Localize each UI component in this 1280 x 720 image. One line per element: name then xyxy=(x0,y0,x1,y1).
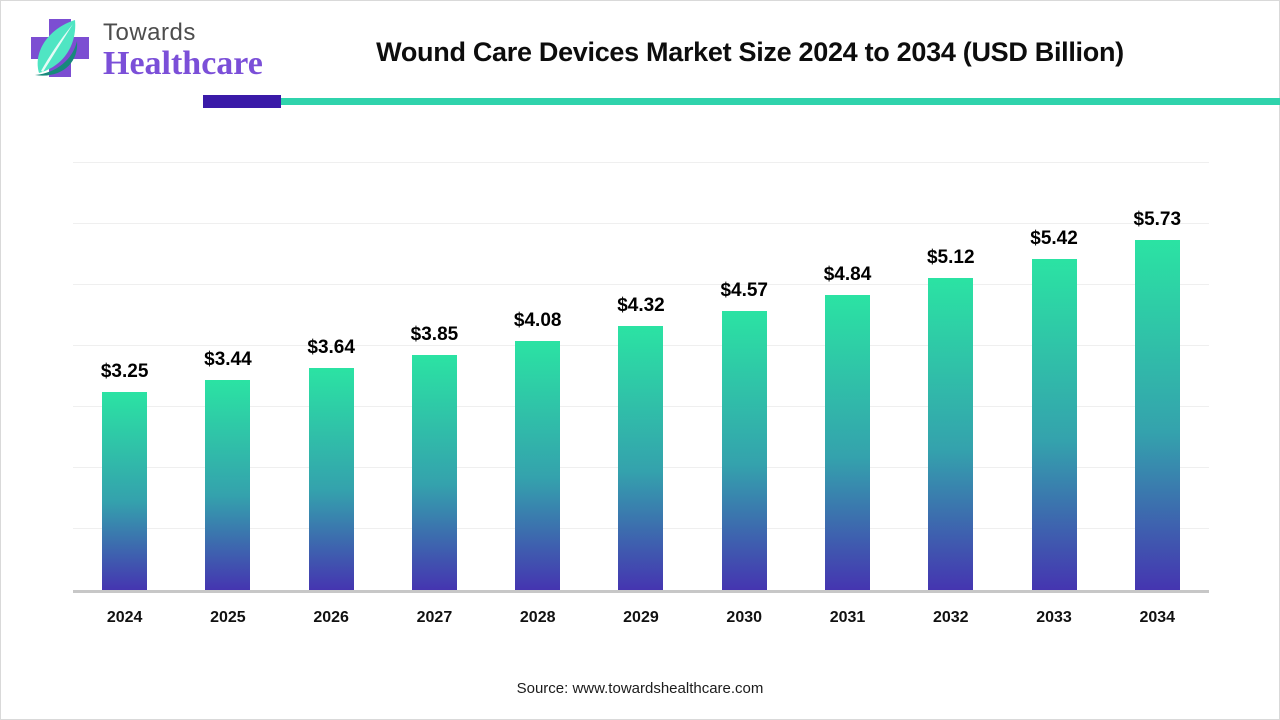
logo-towards-text: Towards xyxy=(103,19,196,46)
bar-slot-2026: $3.64 xyxy=(280,163,383,590)
x-axis-tick-label-2033: 2033 xyxy=(1036,609,1072,626)
bars-row: $3.25 $3.44 $3.64 $3.85 $4.08 $4.32 $4.57 $4.84… xyxy=(73,163,1209,590)
bar-2024 xyxy=(102,391,148,590)
bar-value-label-2024: $3.25 xyxy=(100,360,149,382)
bar-value-label-2029: $4.32 xyxy=(617,295,665,317)
bar-2027 xyxy=(411,355,457,590)
title-underline-teal-segment xyxy=(281,98,1280,105)
bar-slot-2027: $3.85 xyxy=(383,163,486,590)
bar-slot-2030: $4.57 xyxy=(693,163,796,590)
bar-slot-2028: $4.08 xyxy=(486,163,589,590)
bar-2026 xyxy=(308,367,354,590)
x-axis-tick-label-2031: 2031 xyxy=(829,609,866,626)
chart-title: Wound Care Devices Market Size 2024 to 2… xyxy=(376,37,1124,67)
bar-slot-2031: $4.84 xyxy=(796,163,899,590)
x-axis-tick-label-2030: 2030 xyxy=(726,609,763,626)
gridline xyxy=(73,223,1209,224)
x-axis-tick-label-2027: 2027 xyxy=(416,609,453,626)
logo-text: Towards Healthcare xyxy=(103,15,263,81)
bar-value-label-2027: $3.85 xyxy=(410,324,459,346)
bar-value-label-2025: $3.44 xyxy=(204,349,252,371)
bar-slot-2033: $5.42 xyxy=(1002,163,1105,590)
bar-2030 xyxy=(721,311,767,590)
title-underline-purple-segment xyxy=(203,95,281,108)
gridline xyxy=(73,284,1209,285)
logo-healthcare-text: Healthcare xyxy=(103,45,263,82)
bar-value-label-2033: $5.42 xyxy=(1030,228,1078,250)
bar-value-label-2028: $4.08 xyxy=(513,310,562,332)
x-axis-labels: 2024 2025 2026 2027 2028 2029 2030 2031 2032 2033… xyxy=(73,609,1209,627)
bar-2034 xyxy=(1134,240,1180,590)
bar-slot-2029: $4.32 xyxy=(589,163,692,590)
bar-slot-2032: $5.12 xyxy=(899,163,1002,590)
bar-slot-2024: $3.25 xyxy=(73,163,176,590)
x-axis-tick-label-2028: 2028 xyxy=(519,609,556,626)
bar-2025 xyxy=(205,380,251,590)
x-axis-tick-label-2029: 2029 xyxy=(623,609,659,626)
x-axis-tick-label-2032: 2032 xyxy=(932,609,969,626)
bar-2031 xyxy=(824,294,870,590)
bar-2033 xyxy=(1031,259,1077,590)
bar-value-label-2034: $5.73 xyxy=(1133,209,1182,231)
bar-chart-plot-area: $3.25 $3.44 $3.64 $3.85 $4.08 $4.32 $4.57 $4.84… xyxy=(73,162,1209,593)
cross-leaf-icon xyxy=(31,19,89,77)
bar-value-label-2032: $5.12 xyxy=(926,246,975,268)
source-text: Source: www.towardshealthcare.com xyxy=(516,680,764,697)
gridline xyxy=(73,162,1209,163)
bar-value-label-2030: $4.57 xyxy=(720,280,768,302)
x-axis-tick-label-2026: 2026 xyxy=(313,609,349,626)
logo-cross-leaf-icon xyxy=(27,15,93,83)
bar-value-label-2031: $4.84 xyxy=(823,263,872,285)
x-axis-tick-label-2024: 2024 xyxy=(106,609,143,626)
x-axis-tick-label-2034: 2034 xyxy=(1139,609,1176,626)
bar-2028 xyxy=(515,341,561,590)
bar-2032 xyxy=(928,277,974,590)
x-axis-tick-label-2025: 2025 xyxy=(210,609,246,626)
bar-slot-2034: $5.73 xyxy=(1106,163,1209,590)
bar-slot-2025: $3.44 xyxy=(176,163,279,590)
bar-2029 xyxy=(618,326,664,590)
towards-healthcare-logo: Towards Healthcare xyxy=(27,15,263,83)
bar-value-label-2026: $3.64 xyxy=(307,336,355,358)
